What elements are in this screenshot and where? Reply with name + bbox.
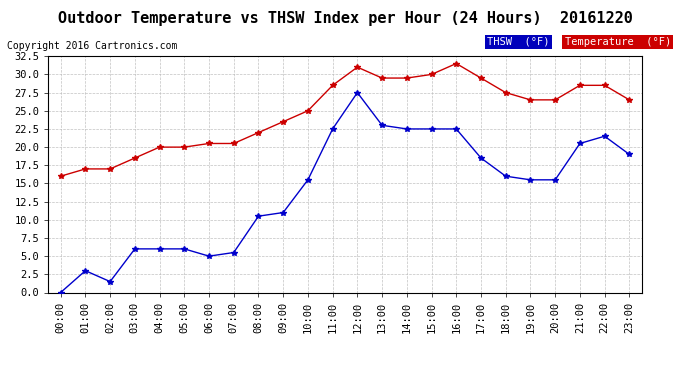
Text: Outdoor Temperature vs THSW Index per Hour (24 Hours)  20161220: Outdoor Temperature vs THSW Index per Ho… — [57, 11, 633, 26]
Text: THSW  (°F): THSW (°F) — [487, 37, 550, 47]
Text: Copyright 2016 Cartronics.com: Copyright 2016 Cartronics.com — [7, 41, 177, 51]
Text: Temperature  (°F): Temperature (°F) — [564, 37, 671, 47]
